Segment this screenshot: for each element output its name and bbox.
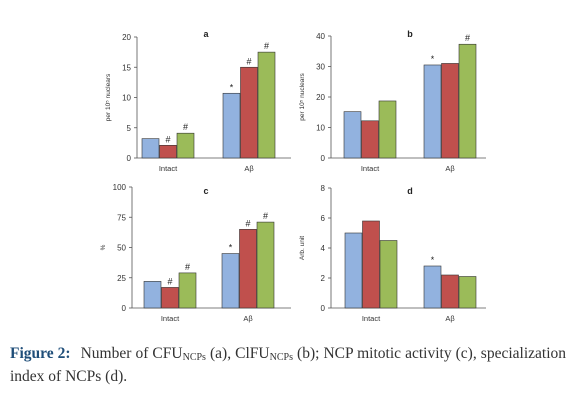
- chart-d-bar: [423, 265, 442, 309]
- chart-c-bar: [143, 281, 162, 309]
- chart-b-y-tick-label: 20: [316, 93, 325, 102]
- chart-b-significance-mark: *: [431, 54, 435, 64]
- chart-b-category-label: Intact: [361, 164, 380, 173]
- chart-d-y-tick-label: 8: [321, 184, 326, 193]
- chart-d-bar: [344, 232, 363, 309]
- chart-a-bar: [159, 144, 177, 159]
- chart-c-significance-mark: #: [185, 262, 190, 272]
- chart-a-y-tick-label: 15: [122, 63, 131, 72]
- chart-d-y-tick-label: 0: [321, 304, 326, 313]
- caption-text-2: (a), ClFU: [205, 345, 270, 362]
- chart-d-significance-mark: *: [431, 255, 435, 265]
- chart-c-bar: [239, 229, 257, 309]
- chart-d-y-axis-label: Arb. unit: [299, 236, 306, 260]
- chart-c-y-tick-label: 50: [117, 244, 126, 253]
- chart-c-bar: [221, 253, 240, 309]
- chart-c-significance-mark: #: [245, 218, 250, 228]
- figure-caption: Figure 2: Number of CFUNCPs (a), ClFUNCPs…: [10, 343, 566, 387]
- chart-a-category-label: Intact: [159, 164, 178, 173]
- chart-c-panel-letter: c: [203, 186, 208, 196]
- chart-b-bar: [361, 120, 379, 159]
- chart-a-bar: [176, 132, 195, 159]
- chart-b-y-axis-label: per 10⁵ nuclears: [299, 73, 306, 121]
- figure-label: Figure 2:: [10, 345, 71, 362]
- chart-a-panel-letter: a: [203, 29, 209, 39]
- chart-b-bar: [441, 63, 459, 159]
- chart-b-bar: [343, 111, 362, 159]
- chart-d-y-tick-label: 4: [321, 244, 326, 253]
- chart-c-category-label: Aβ: [243, 314, 253, 323]
- chart-a-category-label: Aβ: [244, 164, 254, 173]
- chart-a-significance-mark: #: [264, 41, 269, 51]
- chart-c-category-label: Intact: [161, 314, 180, 323]
- chart-a: 0 5 10 15 20 per 10⁵ nuclears a Intact Aβ * # # # #: [105, 29, 291, 173]
- chart-a-significance-mark: #: [246, 56, 251, 66]
- chart-c-significance-mark: #: [263, 211, 268, 221]
- chart-c-y-axis-label: %: [100, 244, 107, 250]
- caption-text-3: (b); NCP mitotic activity (c), specializ…: [10, 345, 566, 385]
- chart-d-category-label: Aβ: [445, 314, 455, 323]
- chart-b-significance-mark: #: [465, 33, 470, 43]
- chart-b-category-label: Aβ: [445, 164, 455, 173]
- chart-c-y-tick-label: 75: [117, 213, 126, 222]
- chart-d-panel-letter: d: [407, 186, 413, 196]
- chart-b-bar: [378, 100, 397, 159]
- chart-c-bar: [161, 287, 179, 309]
- chart-a-y-tick-label: 5: [127, 124, 132, 133]
- chart-b-y-tick-label: 30: [316, 63, 325, 72]
- chart-d-bar: [441, 274, 459, 309]
- chart-a-bar: [257, 51, 276, 159]
- caption-subscript-1: NCPs: [182, 352, 206, 363]
- chart-c-y-tick-label: 25: [117, 274, 126, 283]
- chart-b-y-tick-label: 40: [316, 32, 325, 41]
- chart-a-y-axis-label: per 10⁵ nuclears: [105, 73, 112, 121]
- caption-text-1: Number of CFU: [80, 345, 183, 362]
- chart-c-y-tick-label: 100: [113, 183, 127, 192]
- chart-b-bar: [458, 43, 477, 159]
- chart-c-y-tick-label: 0: [122, 304, 127, 313]
- chart-a-y-tick-label: 10: [122, 94, 131, 103]
- chart-b: 0 10 20 30 40 per 10⁵ nuclears b Intact Aβ * #: [299, 29, 486, 173]
- chart-d-bar: [379, 240, 398, 309]
- chart-c-bar: [256, 221, 275, 309]
- chart-d: 0 2 4 6 8 Arb. unit d Intact Aβ *: [299, 184, 486, 323]
- chart-a-bar: [141, 138, 160, 159]
- chart-d-bar: [362, 220, 380, 309]
- chart-a-significance-mark: #: [165, 134, 170, 144]
- chart-b-y-tick-label: 0: [321, 154, 326, 163]
- chart-c-significance-mark: *: [229, 243, 233, 253]
- chart-b-y-tick-label: 10: [316, 124, 325, 133]
- chart-c-significance-mark: #: [167, 276, 172, 286]
- chart-a-significance-mark: #: [183, 122, 188, 132]
- caption-subscript-2: NCPs: [269, 352, 293, 363]
- chart-a-bar: [240, 66, 258, 159]
- chart-d-y-tick-label: 2: [321, 274, 326, 283]
- chart-a-y-tick-label: 20: [122, 33, 131, 42]
- chart-c: 0 25 50 75 100% c Intact Aβ * # # # #: [100, 183, 291, 323]
- chart-a-bar: [222, 92, 241, 159]
- chart-d-bar: [458, 276, 477, 309]
- chart-a-y-tick-label: 0: [127, 154, 132, 163]
- chart-c-bar: [178, 272, 197, 309]
- chart-b-panel-letter: b: [407, 29, 413, 39]
- chart-a-significance-mark: *: [230, 82, 234, 92]
- chart-d-category-label: Intact: [362, 314, 381, 323]
- chart-b-bar: [423, 64, 442, 159]
- chart-d-y-tick-label: 6: [321, 214, 326, 223]
